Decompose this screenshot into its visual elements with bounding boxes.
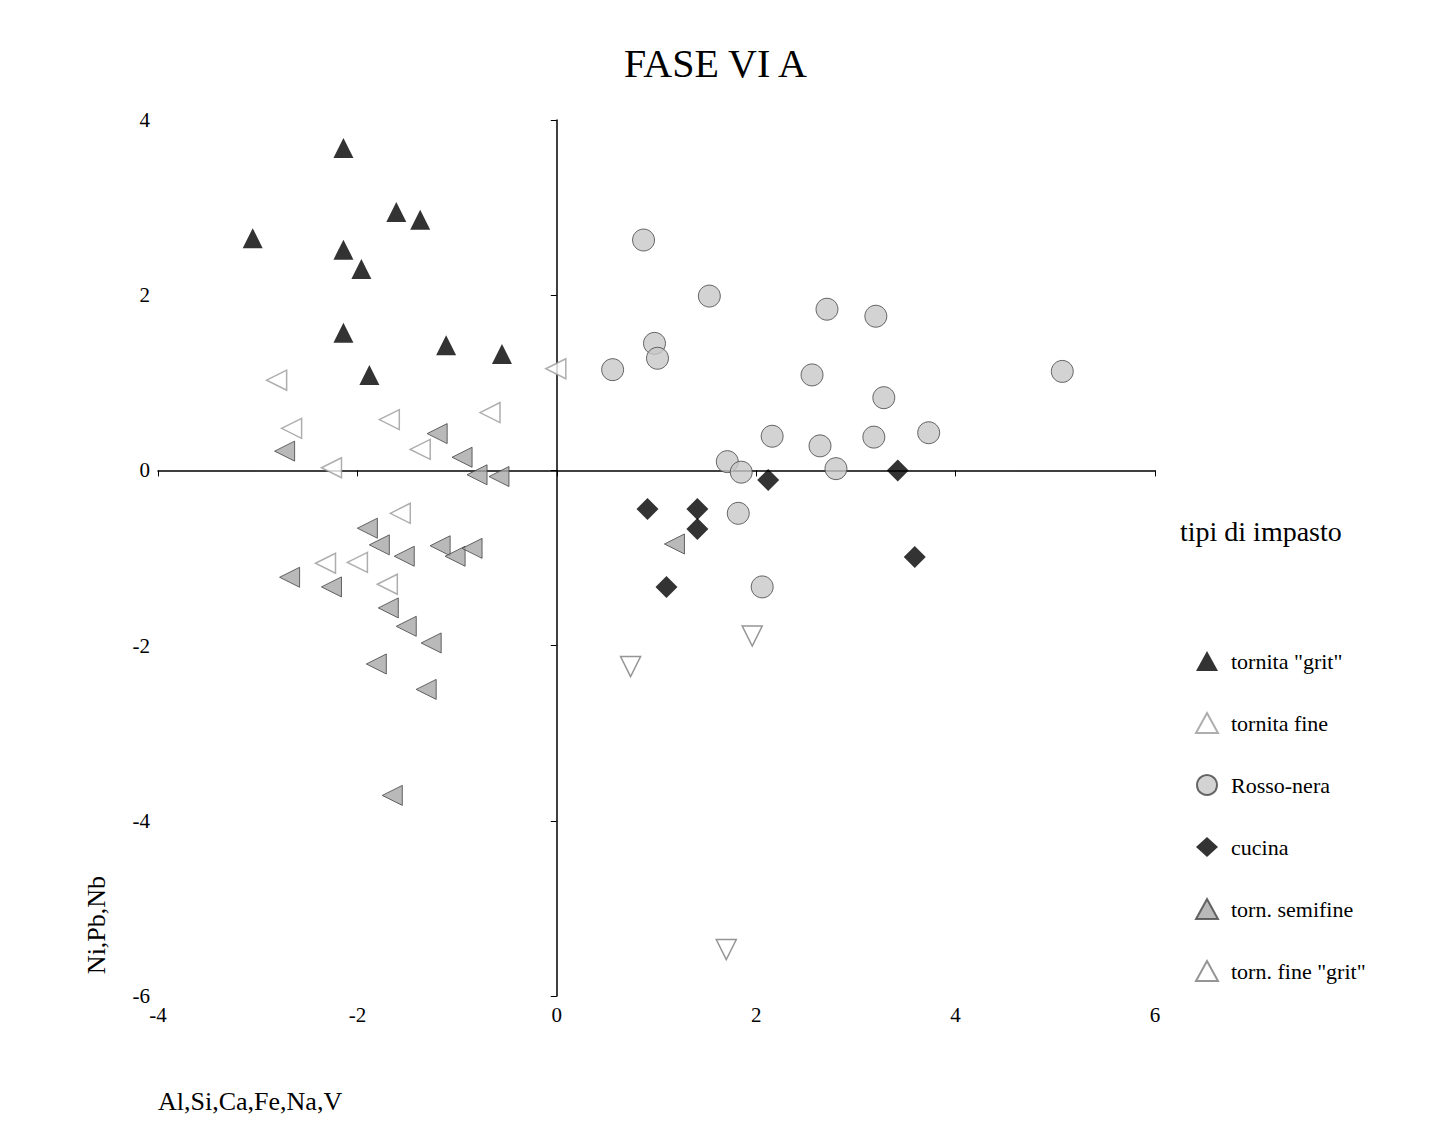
svg-text:2: 2 (140, 283, 151, 307)
svg-text:0: 0 (552, 1003, 563, 1027)
svg-text:FASE VI A: FASE VI A (624, 41, 807, 86)
svg-text:-6: -6 (133, 984, 151, 1008)
svg-text:-4: -4 (133, 809, 151, 833)
svg-text:tipi di impasto: tipi di impasto (1180, 516, 1342, 547)
svg-text:4: 4 (140, 108, 151, 132)
svg-text:2: 2 (751, 1003, 762, 1027)
svg-text:4: 4 (950, 1003, 961, 1027)
svg-text:torn. fine "grit": torn. fine "grit" (1231, 959, 1366, 984)
svg-text:Rosso-nera: Rosso-nera (1231, 773, 1330, 798)
svg-text:0: 0 (140, 458, 151, 482)
svg-text:-2: -2 (133, 634, 151, 658)
svg-text:Al,Si,Ca,Fe,Na,V: Al,Si,Ca,Fe,Na,V (158, 1087, 342, 1116)
svg-text:tornita "grit": tornita "grit" (1231, 649, 1342, 674)
svg-text:cucina: cucina (1231, 835, 1289, 860)
svg-text:torn. semifine: torn. semifine (1231, 897, 1353, 922)
svg-text:tornita fine: tornita fine (1231, 711, 1328, 736)
svg-text:-4: -4 (149, 1003, 167, 1027)
svg-text:6: 6 (1150, 1003, 1161, 1027)
svg-text:Ni,Pb,Nb: Ni,Pb,Nb (82, 876, 111, 974)
svg-text:-2: -2 (349, 1003, 367, 1027)
